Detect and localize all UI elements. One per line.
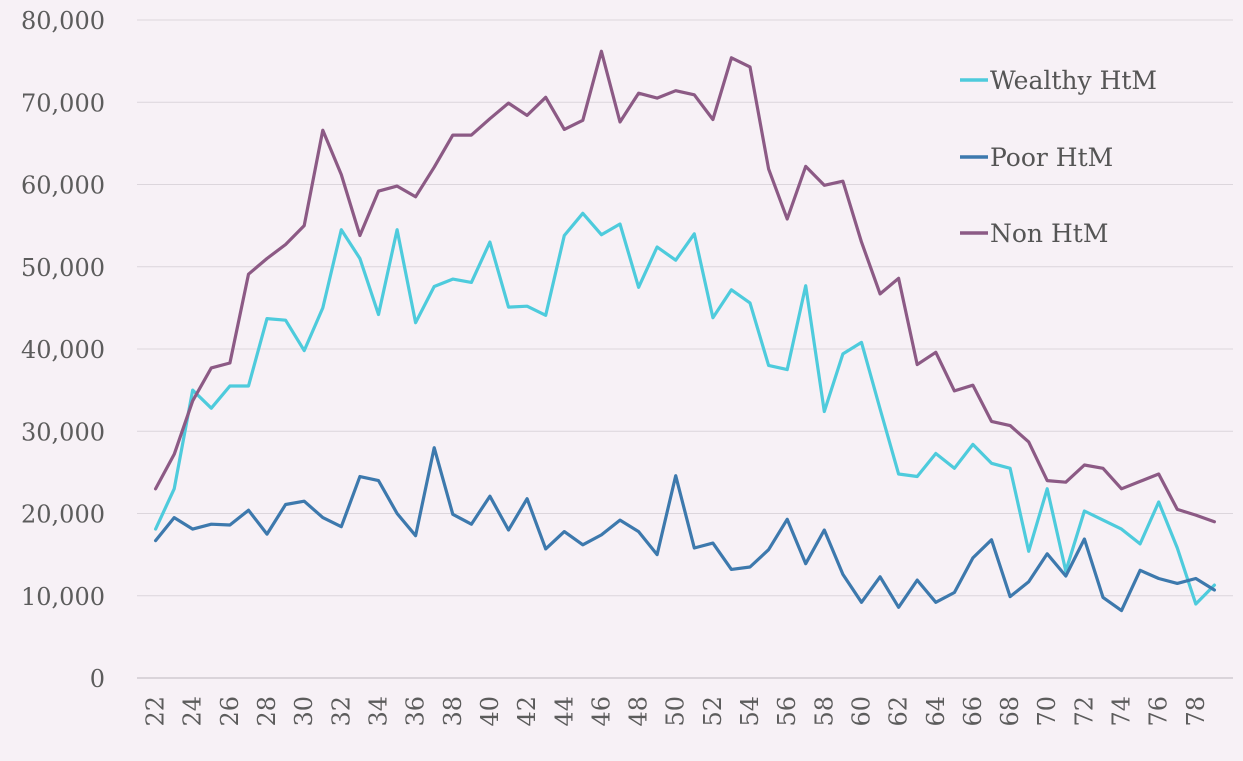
y-tick-label: 0 xyxy=(90,665,105,693)
x-tick-label: 32 xyxy=(327,696,355,727)
legend-label: Non HtM xyxy=(990,219,1108,248)
y-axis: 0 10,000 20,000 30,000 40,000 50,000 60,000 70,… xyxy=(21,7,105,693)
x-tick-label: 56 xyxy=(773,696,801,727)
x-tick-label: 30 xyxy=(290,696,318,727)
x-tick-label: 36 xyxy=(402,696,430,727)
y-tick-label: 10,000 xyxy=(21,583,105,611)
series-line-non-htm xyxy=(154,49,1217,524)
x-tick-label: 28 xyxy=(253,696,281,727)
x-tick-label: 50 xyxy=(662,696,690,727)
x-tick-label: 24 xyxy=(179,696,207,727)
series-lines xyxy=(154,49,1217,613)
x-tick-label: 42 xyxy=(513,696,541,727)
x-tick-label: 52 xyxy=(699,696,727,727)
y-tick-label: 50,000 xyxy=(21,254,105,282)
legend: Wealthy HtM Poor HtM Non HtM xyxy=(960,66,1157,248)
x-tick-label: 78 xyxy=(1182,696,1210,727)
x-tick-label: 74 xyxy=(1108,696,1136,727)
y-tick-label: 80,000 xyxy=(21,7,105,35)
x-tick-label: 48 xyxy=(625,696,653,727)
x-tick-label: 64 xyxy=(922,696,950,727)
series-line-wealthy-htm xyxy=(154,211,1217,606)
x-tick-label: 34 xyxy=(364,696,392,727)
y-tick-label: 70,000 xyxy=(21,89,105,117)
x-tick-label: 40 xyxy=(476,696,504,727)
y-tick-label: 20,000 xyxy=(21,501,105,529)
x-axis: 22 24 26 28 30 32 34 36 38 40 42 44 46 48 50 52 54 56 58 60… xyxy=(142,696,1210,727)
x-tick-label: 68 xyxy=(996,696,1024,727)
legend-label: Wealthy HtM xyxy=(990,66,1157,95)
legend-label: Poor HtM xyxy=(990,143,1113,172)
x-tick-label: 62 xyxy=(885,696,913,727)
y-tick-label: 30,000 xyxy=(21,418,105,446)
y-tick-label: 40,000 xyxy=(21,336,105,364)
x-tick-label: 38 xyxy=(439,696,467,727)
x-tick-label: 46 xyxy=(587,696,615,727)
x-tick-label: 44 xyxy=(550,696,578,727)
x-tick-label: 72 xyxy=(1070,696,1098,727)
x-tick-label: 58 xyxy=(810,696,838,727)
x-tick-label: 66 xyxy=(959,696,987,727)
x-tick-label: 70 xyxy=(1033,696,1061,727)
x-tick-label: 76 xyxy=(1145,696,1173,727)
x-tick-label: 26 xyxy=(216,696,244,727)
x-tick-label: 60 xyxy=(847,696,875,727)
x-tick-label: 54 xyxy=(736,696,764,727)
series-line-poor-htm xyxy=(154,446,1217,613)
y-tick-label: 60,000 xyxy=(21,172,105,200)
x-tick-label: 22 xyxy=(142,696,170,727)
